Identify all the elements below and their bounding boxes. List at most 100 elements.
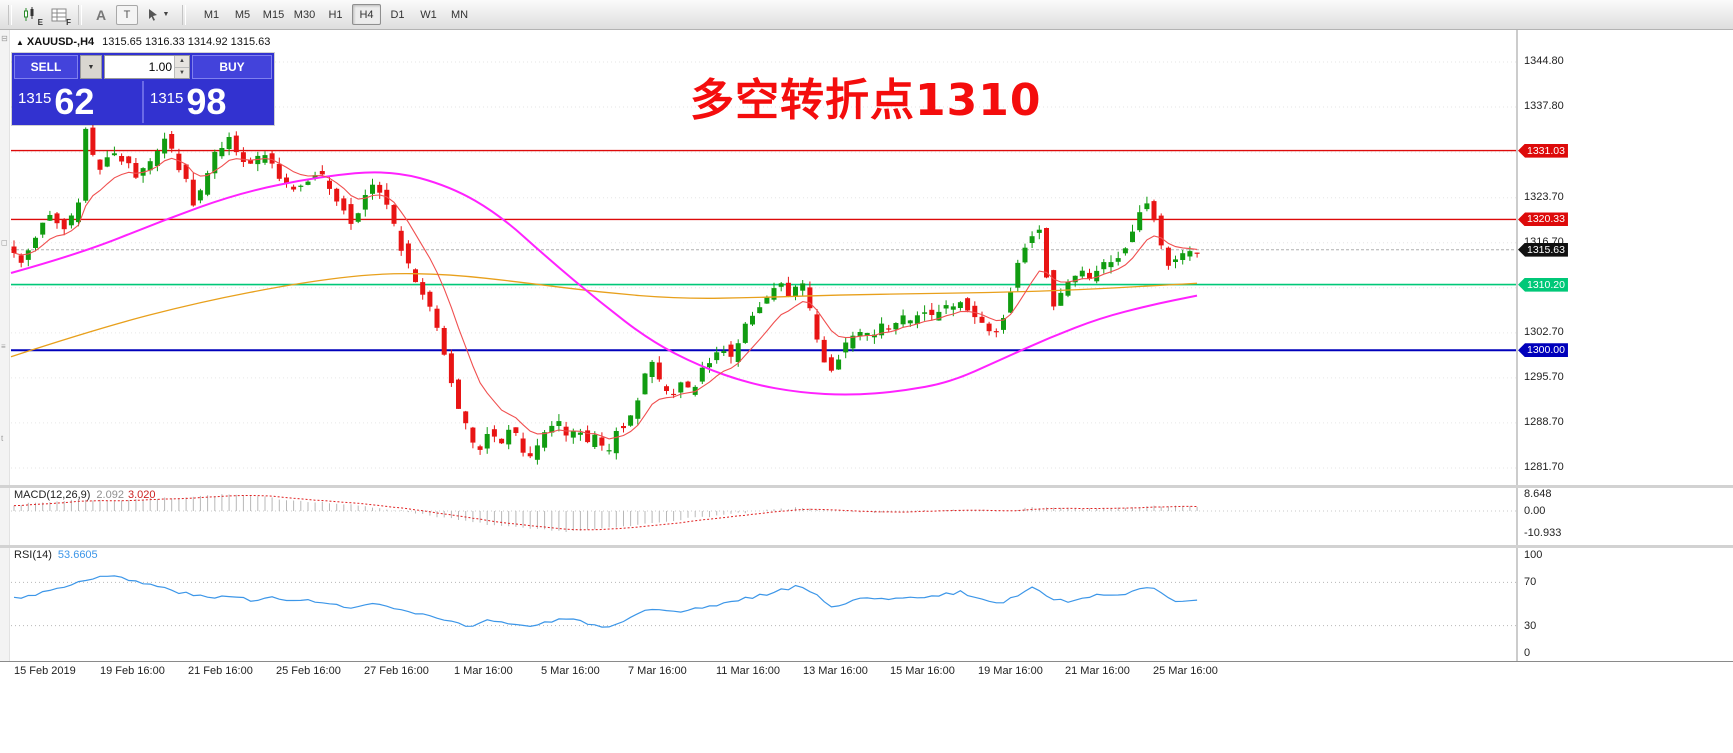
chevron-down-icon: ▼	[87, 63, 95, 71]
buy-price-display[interactable]: 1315 98	[146, 81, 272, 123]
label-tool-button[interactable]: A	[95, 6, 107, 23]
volume-spinner: ▲ ▼	[174, 56, 189, 78]
rail-glyph: ◻	[1, 238, 8, 247]
time-axis-label: 13 Mar 16:00	[803, 665, 868, 677]
left-rail	[0, 30, 10, 682]
time-axis	[0, 661, 1733, 683]
rsi-axis-label: 0	[1524, 647, 1531, 659]
main-toolbar: E F A T ▼ M1 M5 M15 M30 H1 H4 D1 W1 MN	[0, 0, 1733, 30]
rail-glyph: t	[1, 434, 4, 443]
toolbar-grip[interactable]	[78, 4, 82, 25]
timeframe-button-M1[interactable]: M1	[203, 9, 220, 21]
buy-price-pips: 98	[186, 81, 227, 122]
price-tag-1331.03: 1331.03	[1518, 143, 1568, 158]
timeframe-button-M5[interactable]: M5	[234, 9, 251, 21]
time-axis-label: 21 Mar 16:00	[1065, 665, 1130, 677]
quote-row: 1315 62 1315 98	[14, 81, 272, 123]
time-axis-label: 15 Mar 16:00	[890, 665, 955, 677]
toolbar-grip[interactable]	[8, 4, 12, 25]
time-axis-label: 19 Mar 16:00	[978, 665, 1043, 677]
candlestick-expert-tool-button[interactable]: E	[18, 3, 44, 27]
time-axis-label: 19 Feb 16:00	[100, 665, 165, 677]
one-click-trading-panel: SELL ▼ ▲ ▼ BUY 1315 62 1315 98	[12, 53, 274, 125]
macd-axis-label: 0.00	[1524, 505, 1546, 517]
time-axis-label: 25 Feb 16:00	[276, 665, 341, 677]
macd-signal-value: 3.020	[127, 489, 156, 501]
chevron-down-icon: ▼	[162, 11, 170, 18]
timeframe-button-W1[interactable]: W1	[420, 9, 437, 21]
rsi-name: RSI(14)	[14, 549, 52, 561]
timeframe-button-D1[interactable]: D1	[390, 9, 405, 21]
volume-down-button[interactable]: ▼	[175, 67, 189, 78]
panel-splitter-rsi[interactable]	[0, 545, 1733, 548]
rail-glyph: ≡	[1, 342, 6, 351]
price-gridlines	[11, 61, 1516, 469]
price-tag-1300.00: 1300.00	[1518, 343, 1568, 358]
price-axis-label: 1281.70	[1524, 460, 1564, 473]
macd-histogram	[13, 494, 1198, 532]
macd-value: 2.092	[96, 489, 124, 501]
price-axis-label: 1323.70	[1524, 190, 1564, 203]
sell-price-display[interactable]: 1315 62	[14, 81, 140, 123]
timeframes-toolbar: M1 M5 M15 M30 H1 H4 D1 W1 MN	[196, 4, 475, 25]
candles-layer	[11, 124, 1200, 465]
symbol-period-label: XAUUSD-,H4	[26, 36, 95, 48]
volume-up-button[interactable]: ▲	[175, 56, 189, 68]
ma-mid-magenta	[10, 171, 1198, 396]
price-axis-label: 1337.80	[1524, 100, 1564, 113]
price-tag-1310.20: 1310.20	[1518, 277, 1568, 292]
price-axis-label: 1295.70	[1524, 370, 1564, 383]
candlestick-icon	[24, 7, 34, 21]
time-axis-label: 5 Mar 16:00	[541, 665, 600, 677]
chart-ohlc-header: ▲ XAUUSD-,H4 1315.65 1316.33 1314.92 1315.…	[16, 36, 270, 48]
timeframe-button-M15[interactable]: M15	[262, 9, 285, 21]
price-tag-1315.63: 1315.63	[1518, 242, 1568, 257]
volume-field: ▲ ▼	[104, 55, 190, 79]
macd-signal-line	[13, 495, 1198, 531]
price-tag-1320.33: 1320.33	[1518, 212, 1568, 227]
timeframe-button-H4[interactable]: H4	[352, 4, 381, 25]
quote-divider	[142, 81, 144, 123]
grid-list-icon	[51, 8, 67, 21]
time-axis-label: 25 Mar 16:00	[1153, 665, 1218, 677]
panel-splitter-macd[interactable]	[0, 485, 1733, 488]
toolbar-grip[interactable]	[182, 4, 186, 25]
buy-button[interactable]: BUY	[192, 55, 272, 79]
symbol-triangle-icon: ▲	[16, 38, 24, 47]
sell-price-main: 1315	[18, 89, 52, 107]
timeframe-button-MN[interactable]: MN	[450, 9, 469, 21]
time-axis-label: 11 Mar 16:00	[716, 665, 781, 677]
rsi-indicator-header: RSI(14) 53.6605	[14, 549, 98, 561]
time-axis-label: 1 Mar 16:00	[454, 665, 513, 677]
ma-fast-red	[13, 157, 1198, 440]
rsi-value: 53.6605	[57, 549, 98, 561]
chart-text-annotation[interactable]: 多空转折点1310	[690, 75, 1042, 126]
rsi-axis-label: 30	[1524, 619, 1537, 632]
rsi-axis-label: 100	[1524, 549, 1543, 561]
sell-price-pips: 62	[54, 81, 95, 122]
macd-axis-label: -10.933	[1524, 526, 1562, 539]
cursor-tool-button[interactable]: ▼	[140, 3, 176, 27]
buy-price-main: 1315	[150, 89, 184, 107]
volume-input[interactable]	[105, 56, 174, 78]
text-tool-button[interactable]: T	[116, 4, 138, 25]
time-axis-label: 27 Feb 16:00	[364, 665, 429, 677]
timeframe-button-M30[interactable]: M30	[293, 9, 316, 21]
grid-template-tool-button[interactable]: F	[46, 3, 72, 27]
macd-name: MACD(12,26,9)	[14, 489, 91, 501]
order-type-dropdown[interactable]: ▼	[80, 55, 102, 79]
time-axis-label: 7 Mar 16:00	[628, 665, 687, 677]
trade-controls-row: SELL ▼ ▲ ▼ BUY	[14, 55, 272, 79]
timeframe-button-H1[interactable]: H1	[328, 9, 343, 21]
ma-slow-orange	[10, 272, 1198, 358]
tool-sub-label: E	[37, 17, 43, 27]
sell-button[interactable]: SELL	[14, 55, 78, 79]
price-axis-label: 1344.80	[1524, 55, 1564, 67]
rail-glyph: ⊟	[1, 34, 8, 43]
tool-sub-label: F	[66, 17, 71, 27]
price-axis-label: 1302.70	[1524, 325, 1564, 338]
rsi-line	[13, 575, 1198, 628]
price-axis-label: 1288.70	[1524, 415, 1564, 428]
